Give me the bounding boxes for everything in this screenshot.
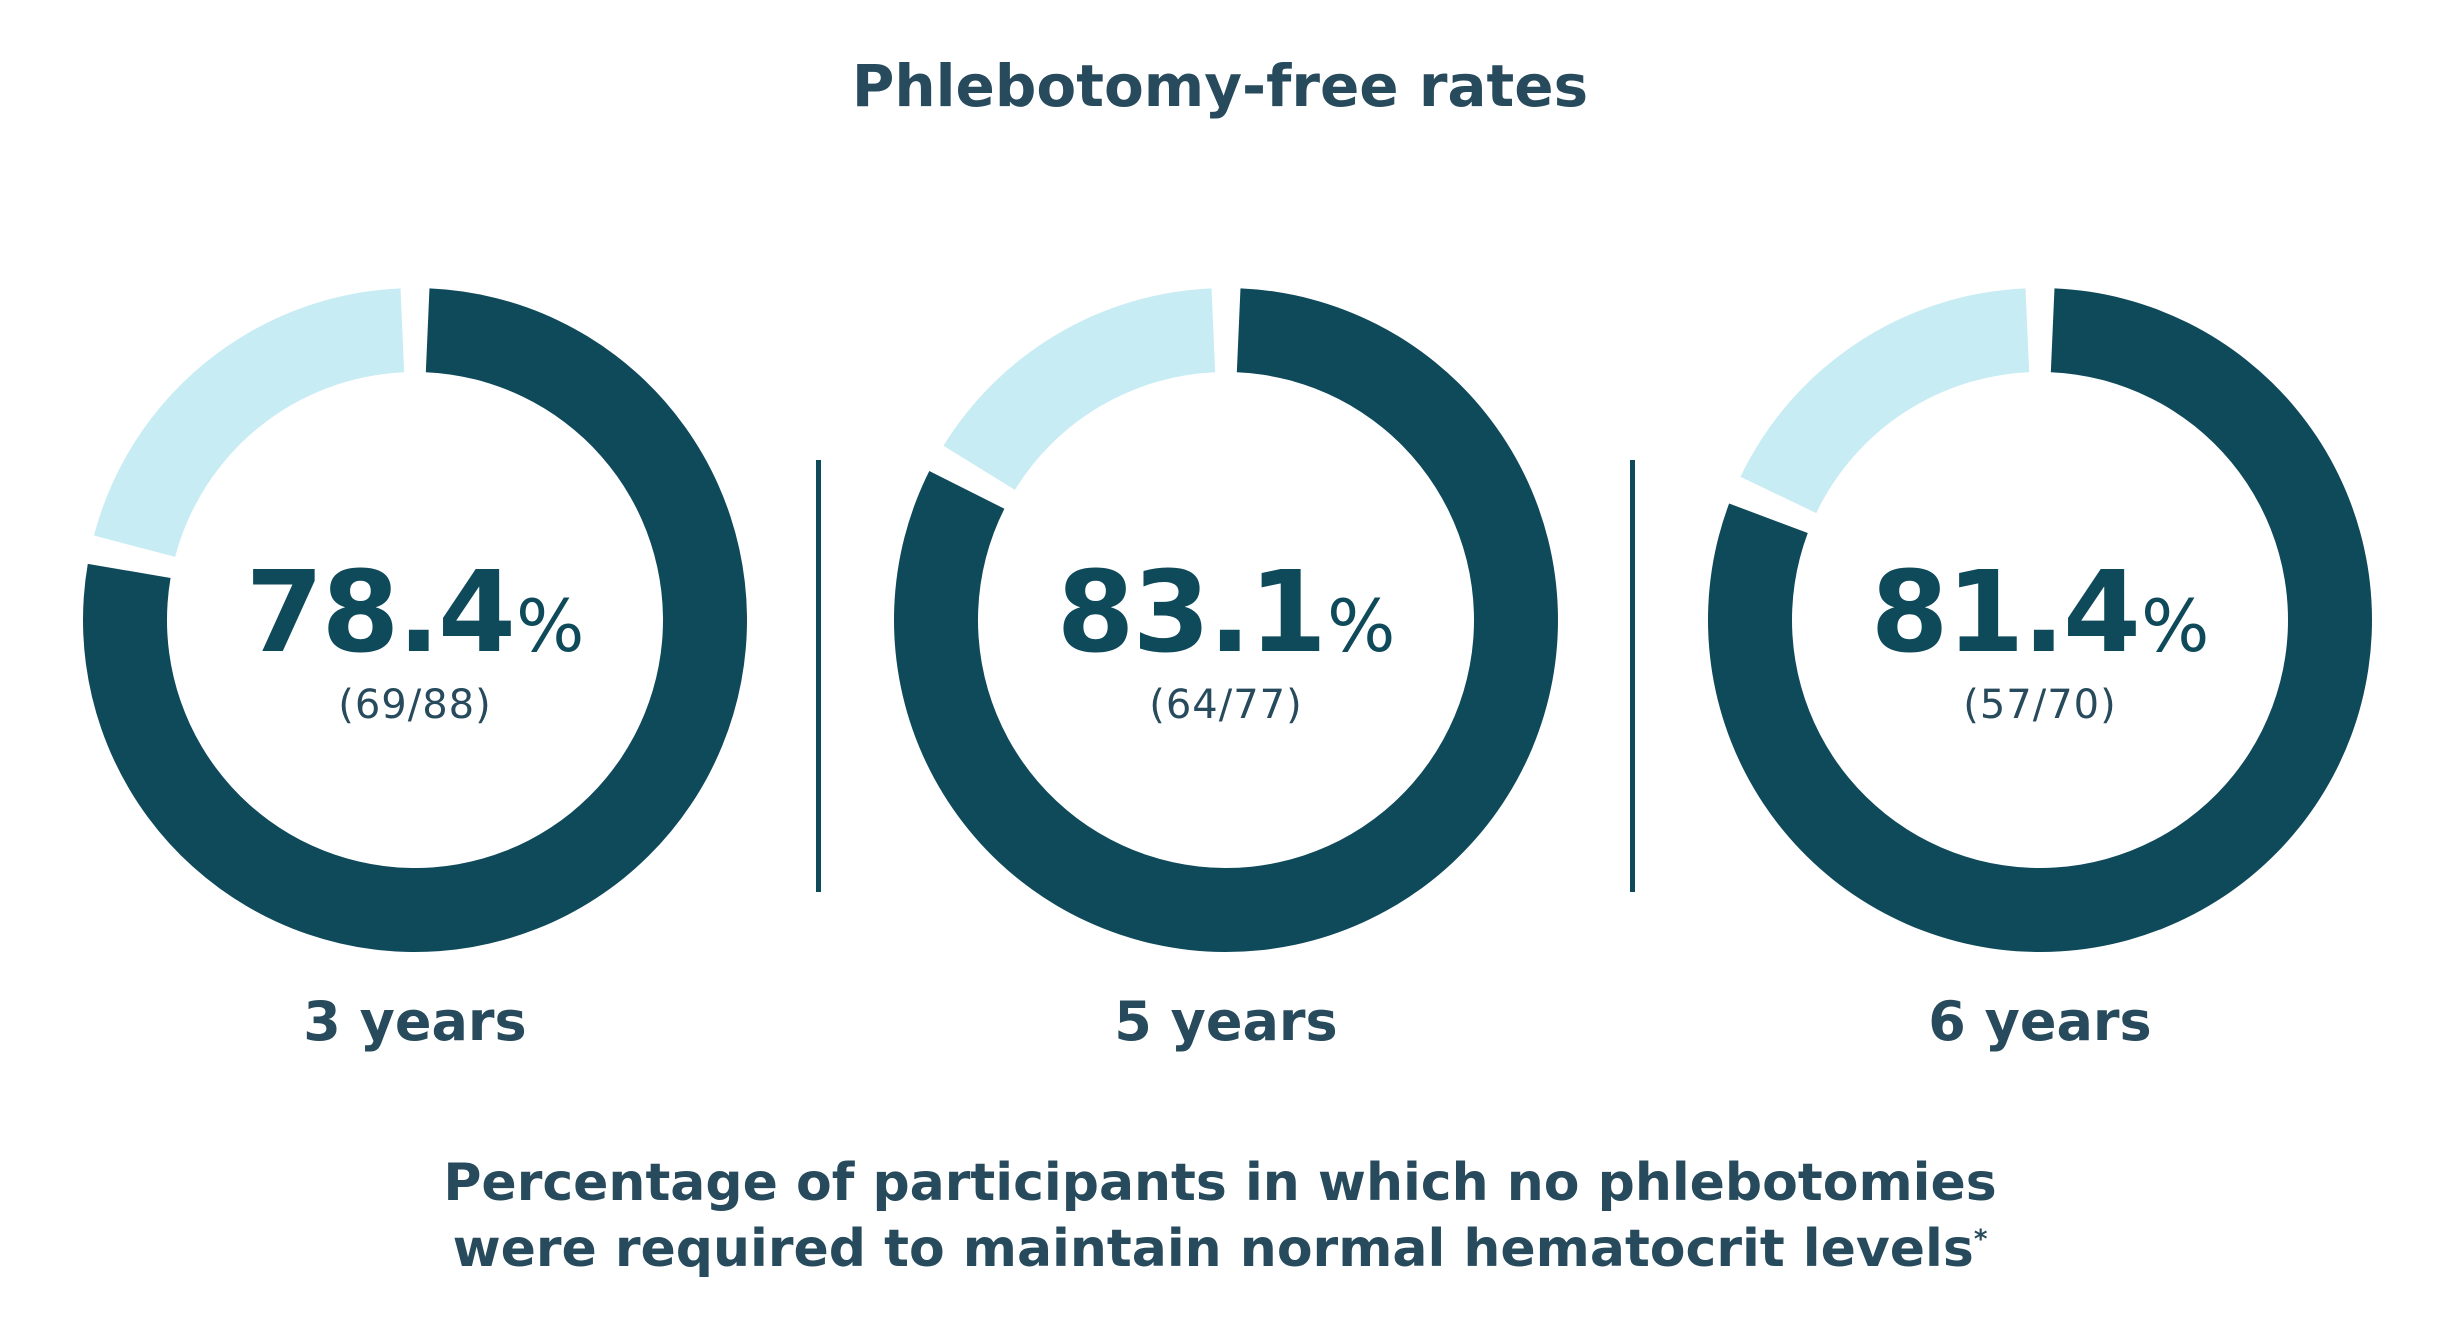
timepoint-label: 5 years (1114, 990, 1338, 1053)
donut-chart-3-years (83, 288, 748, 953)
percent-sign: % (1326, 584, 1396, 668)
percent-sign: % (515, 584, 585, 668)
donut-chart-6-years (1708, 288, 2373, 953)
chart-title: Phlebotomy-free rates (851, 52, 1589, 120)
caption-line-1: Percentage of participants in which no p… (443, 1153, 1997, 1213)
panel-divider (1630, 460, 1635, 892)
donut-panel-3-years: 78.4% (69/88) 3 years (75, 270, 755, 1100)
caption-line-2: were required to maintain normal hematoc… (0, 1216, 2440, 1282)
percentage-number: 83.1 (1056, 548, 1327, 678)
participant-fraction: (69/88) (338, 682, 492, 728)
donut-panel-6-years: 81.4% (57/70) 6 years (1700, 270, 2380, 1100)
percentage-value: 83.1% (886, 548, 1566, 678)
percent-sign: % (2140, 584, 2210, 668)
panel-divider (816, 460, 821, 892)
donut-chart-5-years (893, 288, 1558, 953)
timepoint-label: 3 years (303, 990, 527, 1053)
timepoint-label: 6 years (1928, 990, 2152, 1053)
donut-slice-remaining (943, 288, 1216, 490)
donut-panel-5-years: 83.1% (64/77) 5 years (886, 270, 1566, 1100)
caption-line-2-text: were required to maintain normal hematoc… (452, 1219, 1974, 1279)
donut-slice-remaining (93, 288, 405, 557)
percentage-value: 81.4% (1700, 548, 2380, 678)
participant-fraction: (64/77) (1149, 682, 1303, 728)
footnote-marker: * (1973, 1224, 1988, 1255)
chart-caption: Percentage of participants in which no p… (0, 1150, 2440, 1282)
participant-fraction: (57/70) (1963, 682, 2117, 728)
percentage-value: 78.4% (75, 548, 755, 678)
percentage-number: 81.4 (1870, 548, 2141, 678)
donut-slice-remaining (1740, 288, 2030, 514)
percentage-number: 78.4 (245, 548, 516, 678)
